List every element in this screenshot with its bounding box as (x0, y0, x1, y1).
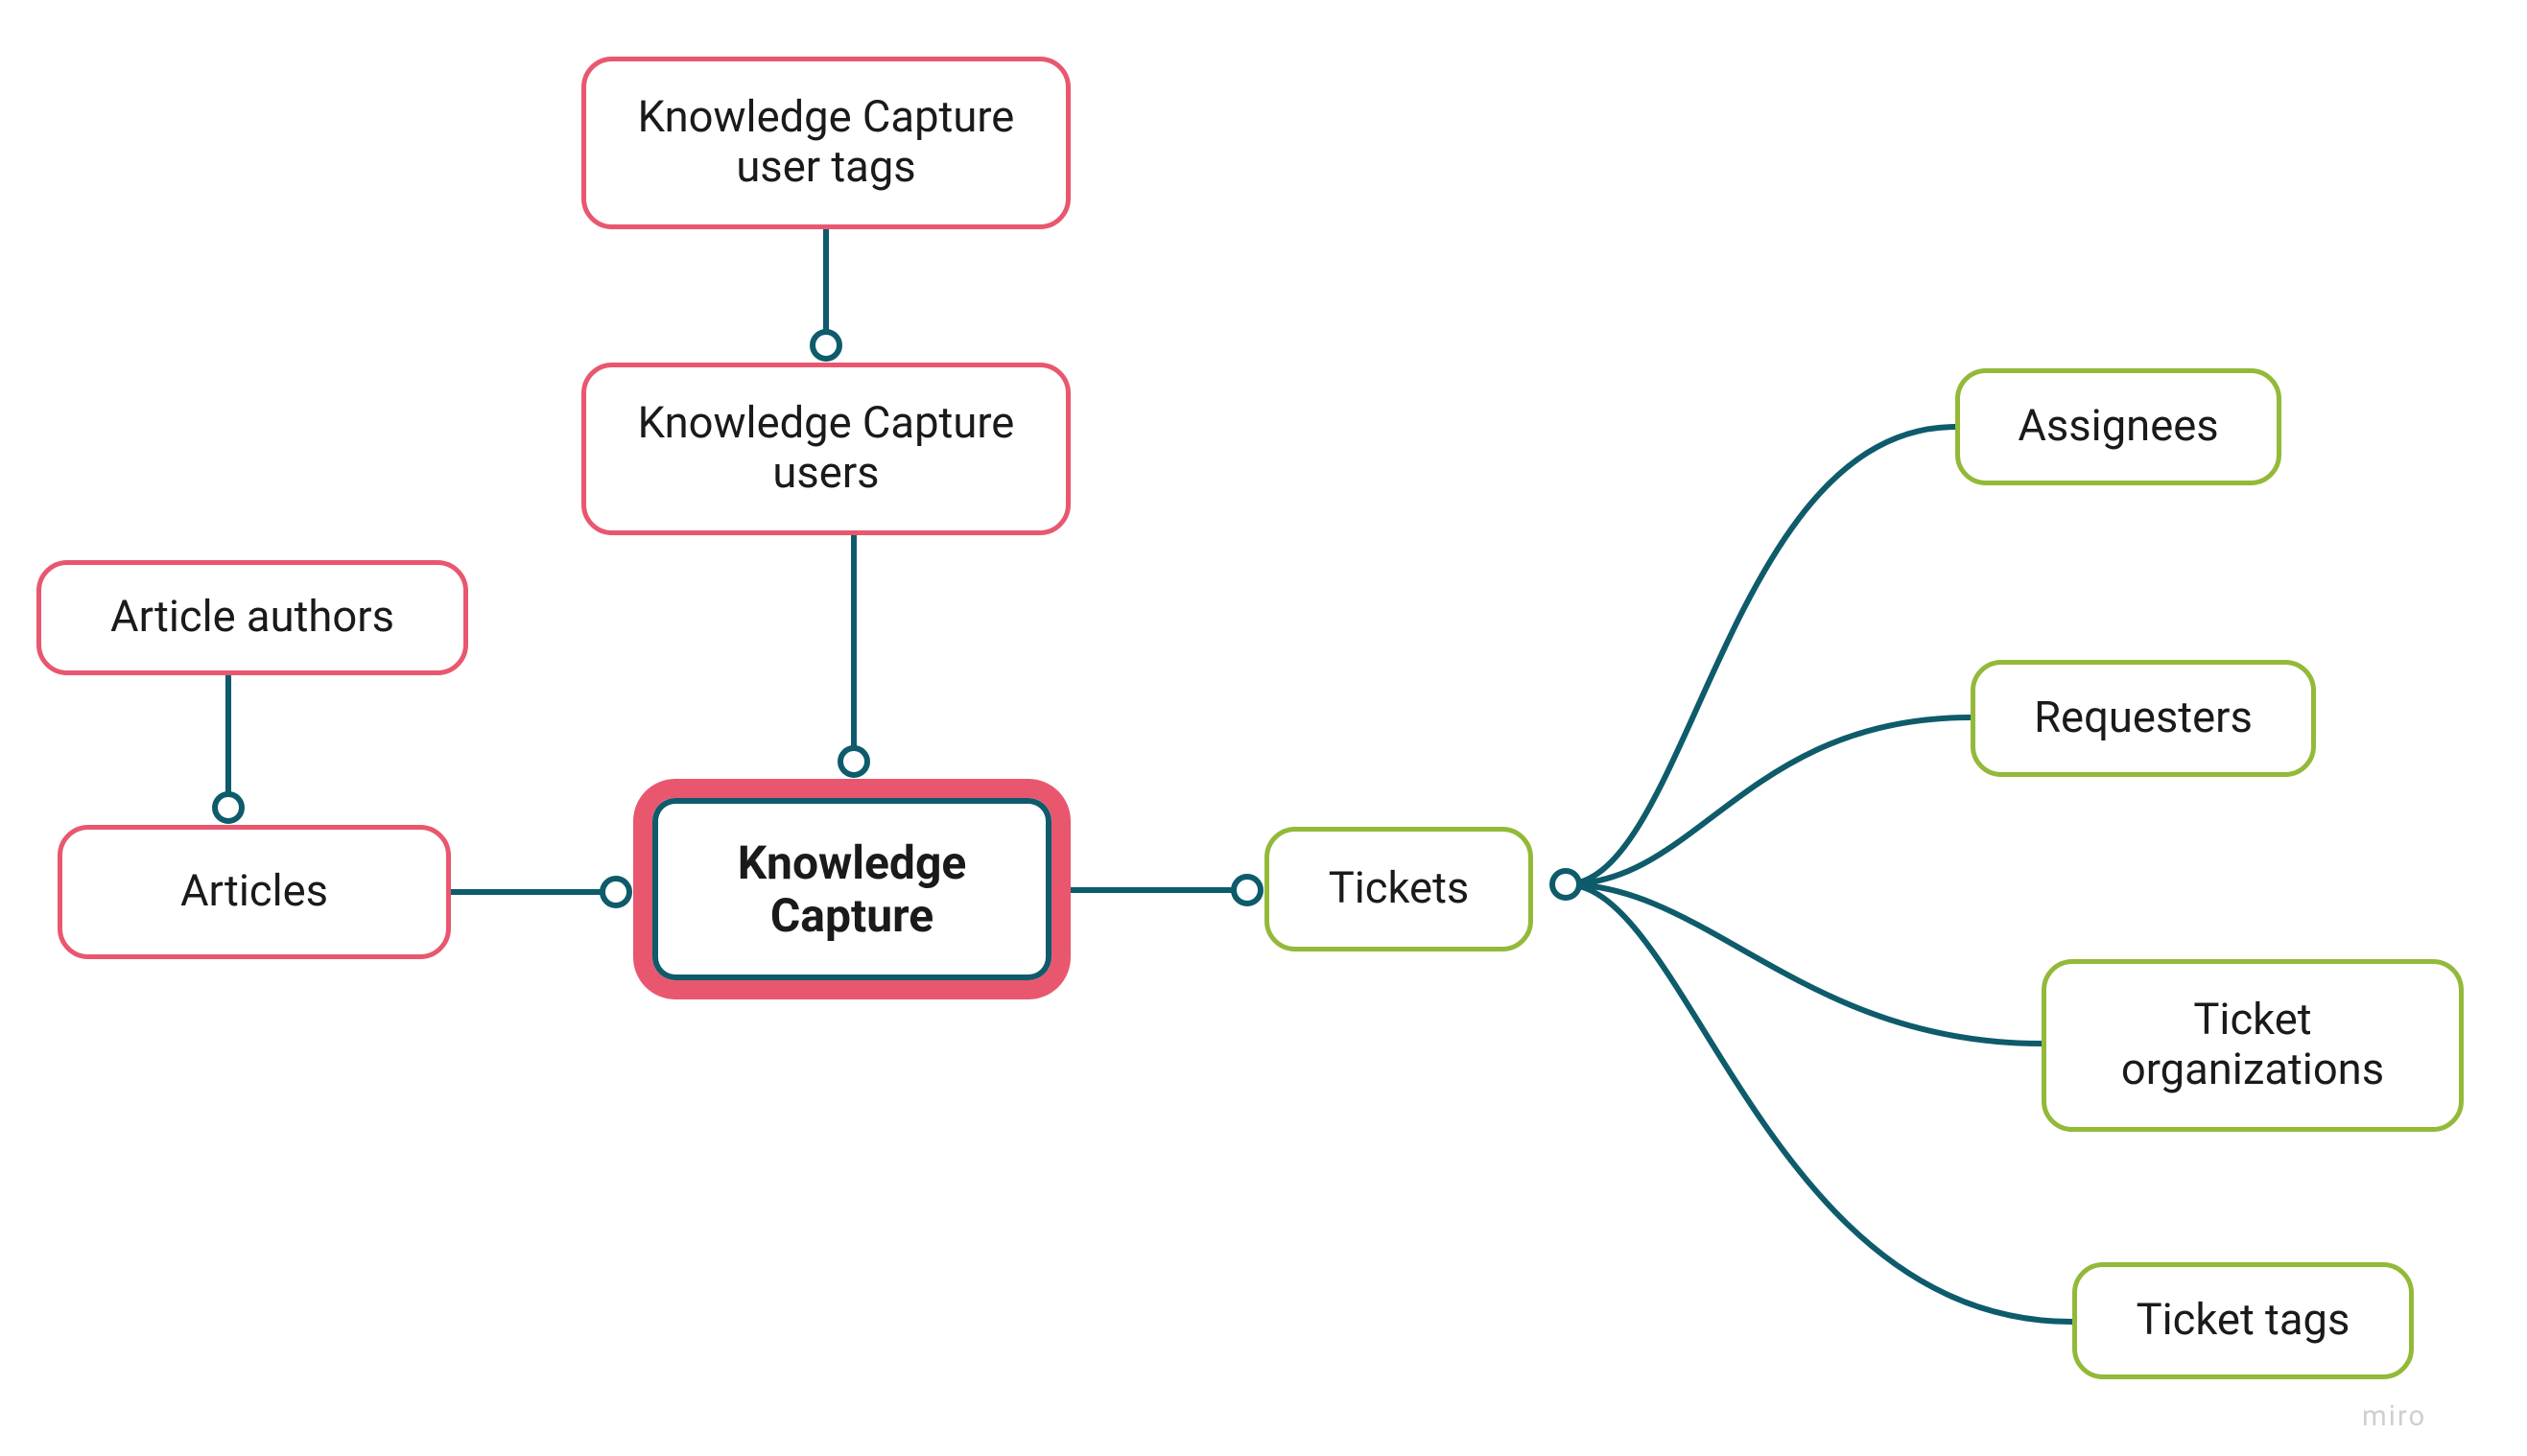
node-requesters[interactable]: Requesters (1971, 660, 2316, 777)
edge-endpoint-e6 (1552, 871, 1579, 898)
node-label: Article authors (110, 593, 394, 643)
edge-endpoint-e5 (1234, 877, 1261, 904)
node-label: Tickets (1329, 864, 1470, 914)
edge-e7 (1566, 717, 1971, 884)
edge-e6 (1566, 427, 1955, 884)
edge-endpoint-e1 (813, 332, 839, 359)
node-kc-users[interactable]: Knowledge Capture users (581, 363, 1071, 535)
node-label: Assignees (2018, 402, 2218, 452)
edge-endpoint-e3 (215, 794, 242, 821)
node-label: Ticket organizations (2066, 996, 2440, 1095)
node-ticket-tags[interactable]: Ticket tags (2072, 1262, 2414, 1379)
node-label: Knowledge Capture (672, 836, 1032, 942)
node-label: Ticket tags (2137, 1296, 2350, 1346)
node-knowledge-capture[interactable]: Knowledge Capture (633, 779, 1071, 999)
node-label: Articles (180, 867, 328, 917)
node-label: Knowledge Capture user tags (605, 93, 1047, 193)
diagram-canvas: Knowledge Capture user tags Knowledge Ca… (0, 0, 2527, 1456)
edge-e8 (1566, 884, 2042, 1044)
node-ticket-orgs[interactable]: Ticket organizations (2042, 959, 2464, 1132)
edge-e9 (1566, 884, 2072, 1322)
watermark-miro: miro (2362, 1400, 2426, 1433)
edge-endpoint-e2 (840, 748, 867, 775)
node-article-authors[interactable]: Article authors (36, 560, 468, 675)
edge-endpoint-e4 (602, 879, 629, 905)
node-tickets[interactable]: Tickets (1264, 827, 1533, 951)
node-kc-user-tags[interactable]: Knowledge Capture user tags (581, 57, 1071, 229)
node-label: Knowledge Capture users (605, 399, 1047, 499)
node-assignees[interactable]: Assignees (1955, 368, 2281, 485)
node-articles[interactable]: Articles (58, 825, 451, 959)
node-label: Requesters (2034, 693, 2253, 743)
